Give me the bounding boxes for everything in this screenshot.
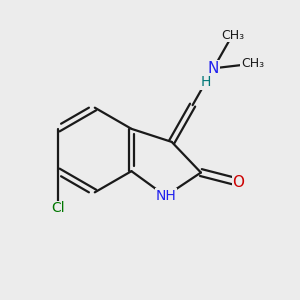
Text: CH₃: CH₃ [241, 57, 264, 70]
Text: N: N [208, 61, 219, 76]
Text: CH₃: CH₃ [221, 29, 244, 42]
Text: H: H [200, 75, 211, 89]
Text: O: O [232, 175, 244, 190]
Text: Cl: Cl [51, 201, 65, 215]
Text: NH: NH [155, 189, 176, 203]
